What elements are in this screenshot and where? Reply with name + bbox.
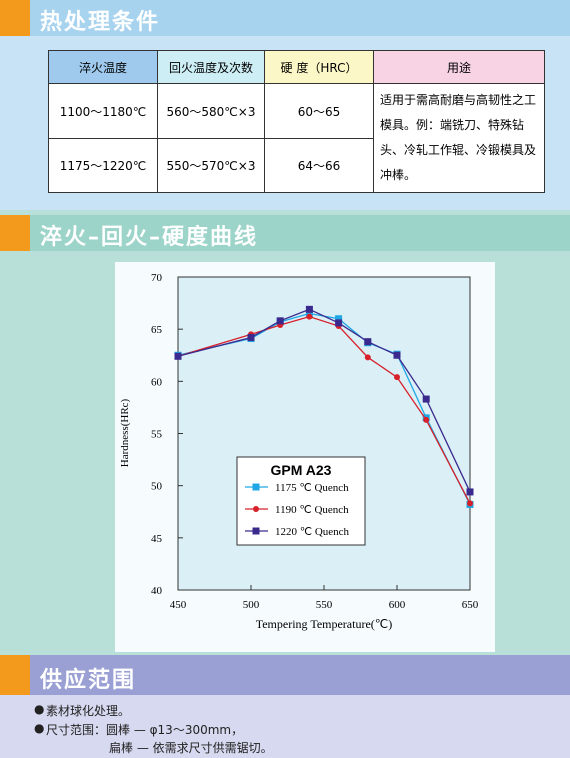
chart: Tempering Temperature(℃) Hardness(HRc) 4… xyxy=(115,262,495,652)
cell: 1100～1180℃ xyxy=(48,82,158,140)
x-axis-label: Tempering Temperature(℃) xyxy=(256,617,393,631)
heat-table: 淬火温度 回火温度及次数 硬 度（HRC） 用途 1100～1180℃ 560～… xyxy=(48,50,545,193)
marker xyxy=(305,310,313,318)
header-band: 热处理条件 xyxy=(0,0,570,36)
y-tick-label: 40 xyxy=(151,585,163,597)
marker xyxy=(247,334,255,342)
cell: 560～580℃×3 xyxy=(157,82,265,140)
bullet: ● xyxy=(34,702,45,716)
th: 用途 xyxy=(373,50,545,84)
marker xyxy=(252,527,260,535)
th: 硬 度（HRC） xyxy=(264,50,374,84)
section-title: 淬火–回火–硬度曲线 xyxy=(40,225,259,250)
y-tick-label: 50 xyxy=(151,481,163,493)
marker xyxy=(364,338,372,346)
marker xyxy=(0,0,30,36)
section-title: 供应范围 xyxy=(40,668,137,693)
cell: 适用于需高耐磨与高韧性之工模具。例：端铣刀、特殊钻头、冷轧工作辊、冷锻模具及冲棒… xyxy=(373,83,545,193)
marker xyxy=(252,483,260,491)
supply-item: 尺寸范围：圆棒 — φ13～300mm， xyxy=(46,723,244,737)
marker xyxy=(306,313,313,320)
marker xyxy=(276,317,284,325)
y-tick-label: 70 xyxy=(151,272,163,284)
x-tick-label: 650 xyxy=(462,599,479,611)
y-tick-label: 60 xyxy=(151,376,163,388)
y-tick-label: 45 xyxy=(151,533,163,545)
bullet: ● xyxy=(34,721,45,735)
legend-label: 1175 ℃ Quench xyxy=(275,482,349,494)
legend-label: 1220 ℃ Quench xyxy=(275,526,350,538)
header-band: 淬火–回火–硬度曲线 xyxy=(0,215,570,251)
marker xyxy=(253,506,259,512)
section-heat: 热处理条件 淬火温度 回火温度及次数 硬 度（HRC） 用途 1100～1180… xyxy=(0,0,570,210)
y-tick-label: 65 xyxy=(151,324,163,336)
section-curve: 淬火–回火–硬度曲线 Tempering Temperature(℃) Hard… xyxy=(0,210,570,655)
th: 回火温度及次数 xyxy=(157,50,265,84)
supply-item: 素材球化处理。 xyxy=(46,704,131,718)
section-supply: 供应范围 ● 素材球化处理。 ● 尺寸范围：圆棒 — φ13～300mm， 扁棒… xyxy=(0,655,570,758)
cell: 60～65 xyxy=(264,82,374,140)
marker xyxy=(0,655,30,695)
x-tick-label: 500 xyxy=(243,599,260,611)
marker xyxy=(393,351,401,359)
th: 淬火温度 xyxy=(48,50,158,84)
marker xyxy=(305,305,313,313)
marker xyxy=(422,395,430,403)
legend-label: 1190 ℃ Quench xyxy=(275,504,349,516)
x-tick-label: 550 xyxy=(316,599,333,611)
cell: 64～66 xyxy=(264,138,374,193)
marker xyxy=(394,374,400,381)
header-band: 供应范围 xyxy=(0,655,570,695)
y-tick-label: 55 xyxy=(151,429,163,441)
x-tick-label: 600 xyxy=(389,599,406,611)
marker xyxy=(174,352,182,360)
marker xyxy=(467,500,473,507)
marker xyxy=(364,354,371,361)
cell: 1175～1220℃ xyxy=(48,138,158,193)
section-title: 热处理条件 xyxy=(40,10,161,35)
cell: 550～570℃×3 xyxy=(157,138,265,193)
legend-title: GPM A23 xyxy=(271,462,332,478)
marker xyxy=(335,319,343,327)
y-axis-label: Hardness(HRc) xyxy=(119,398,131,467)
marker xyxy=(466,488,474,496)
marker xyxy=(423,416,430,423)
marker xyxy=(0,215,30,251)
marker xyxy=(335,315,343,323)
supply-item: 扁棒 — 依需求尺寸供需锯切。 xyxy=(109,741,273,755)
x-tick-label: 450 xyxy=(170,599,187,611)
